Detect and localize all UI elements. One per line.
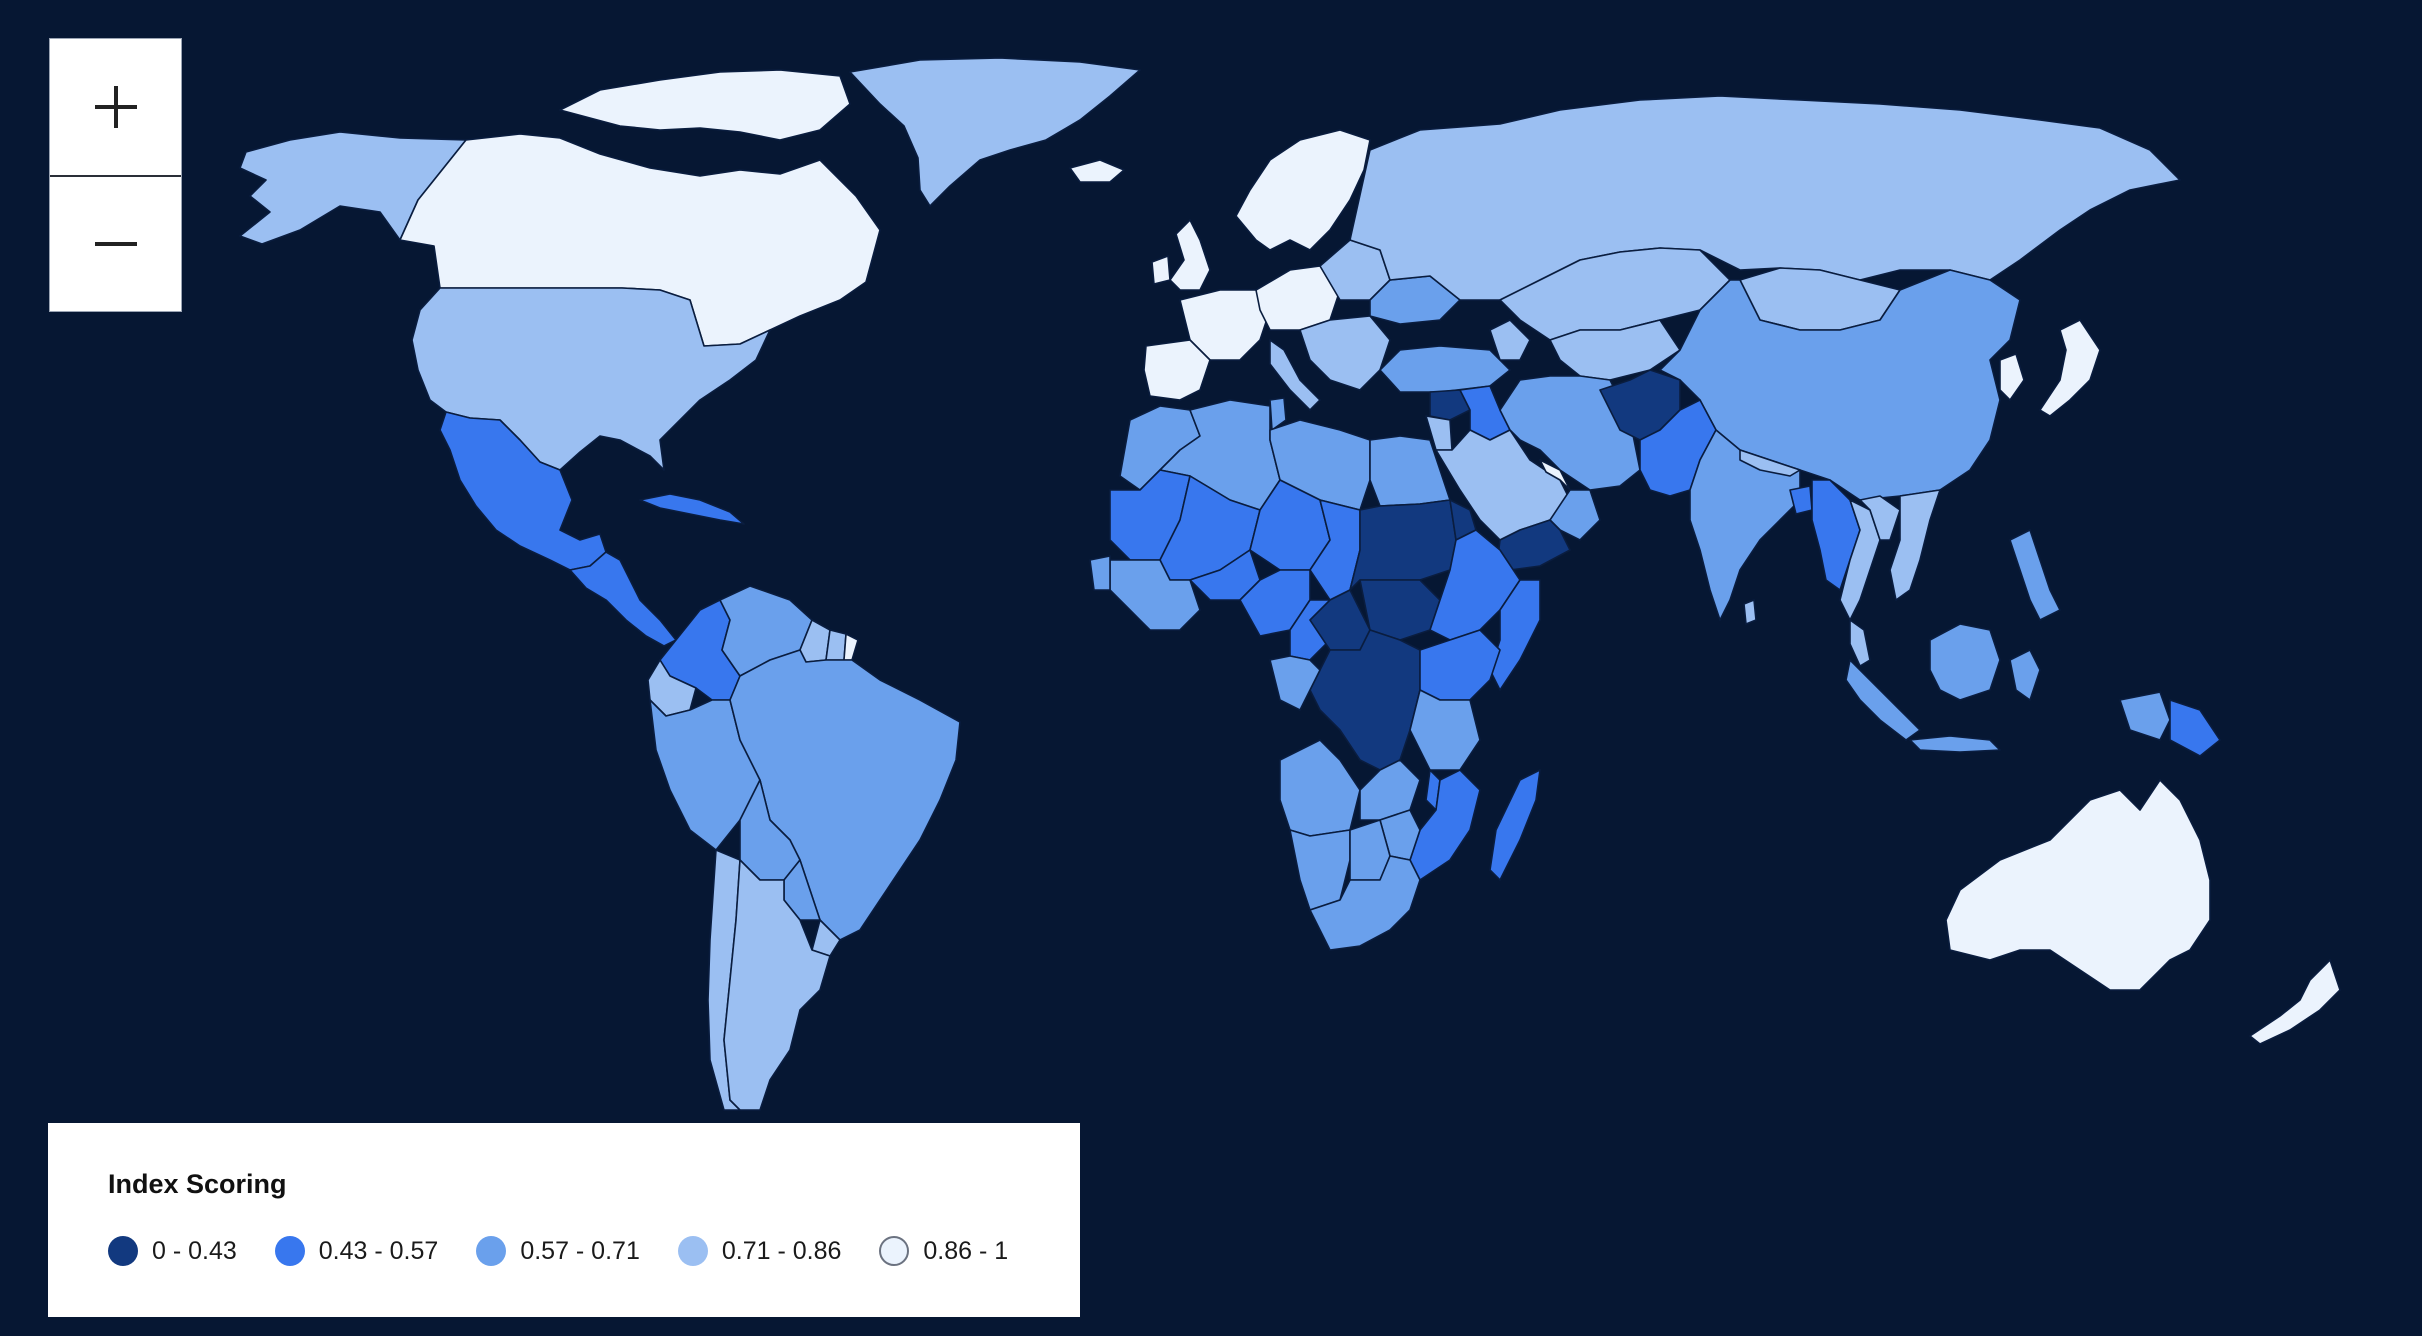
- legend-item: 0.86 - 1: [879, 1236, 1008, 1266]
- region-sumatra[interactable]: [1845, 659, 1921, 741]
- legend-swatch: [108, 1236, 138, 1266]
- region-philippines[interactable]: [2009, 529, 2061, 621]
- zoom-in-button[interactable]: [50, 39, 181, 175]
- region-gabon-congo[interactable]: [1269, 655, 1321, 711]
- legend-swatch: [476, 1236, 507, 1266]
- region-nepal[interactable]: [1739, 449, 1801, 477]
- region-korea[interactable]: [1999, 353, 2025, 401]
- region-central-america[interactable]: [569, 551, 677, 647]
- region-gulf-states[interactable]: [1539, 459, 1571, 491]
- legend-swatch: [677, 1236, 708, 1266]
- zoom-out-button[interactable]: [50, 175, 181, 311]
- legend-swatch: [879, 1236, 910, 1266]
- legend-title: Index Scoring: [108, 1169, 287, 1199]
- legend-swatch: [274, 1236, 305, 1266]
- region-syria[interactable]: [1429, 389, 1471, 421]
- legend-label: 0.86 - 1: [923, 1236, 1009, 1265]
- zoom-controls: [49, 38, 182, 312]
- region-west-africa-coast[interactable]: [1109, 559, 1201, 631]
- region-zambia[interactable]: [1359, 759, 1421, 821]
- legend-label: 0 - 0.43: [152, 1236, 237, 1265]
- region-mozambique[interactable]: [1409, 769, 1481, 881]
- legend-item: 0 - 0.43: [108, 1236, 237, 1266]
- region-papua-new-guinea[interactable]: [2169, 699, 2221, 757]
- region-australia[interactable]: [1945, 779, 2211, 991]
- region-scandinavia[interactable]: [1235, 129, 1371, 251]
- region-french-guiana[interactable]: [843, 633, 859, 661]
- region-bangladesh[interactable]: [1789, 485, 1813, 515]
- region-saudi-arabia[interactable]: [1435, 429, 1571, 541]
- region-tunisia[interactable]: [1269, 397, 1287, 431]
- region-balkans[interactable]: [1299, 315, 1391, 391]
- region-ireland[interactable]: [1151, 255, 1171, 285]
- region-suriname[interactable]: [825, 629, 847, 661]
- region-argentina[interactable]: [723, 859, 831, 1111]
- region-cuba[interactable]: [639, 493, 745, 525]
- legend-item: 0.57 - 0.71: [476, 1236, 640, 1266]
- region-nigeria[interactable]: [1239, 569, 1311, 637]
- region-new-guinea-indonesia[interactable]: [2119, 691, 2171, 741]
- region-somalia[interactable]: [1489, 579, 1541, 691]
- legend-label: 0.43 - 0.57: [318, 1236, 439, 1265]
- region-java[interactable]: [1909, 735, 2001, 753]
- minus-icon: [94, 242, 137, 246]
- region-canadian-arctic-islands[interactable]: [559, 69, 851, 141]
- region-central-asia[interactable]: [1549, 319, 1681, 381]
- region-alaska[interactable]: [239, 131, 467, 245]
- region-myanmar[interactable]: [1811, 479, 1861, 591]
- plus-icon: [94, 86, 137, 128]
- region-south-africa[interactable]: [1309, 855, 1421, 951]
- region-uganda-kenya[interactable]: [1419, 629, 1501, 701]
- region-russia[interactable]: [1349, 95, 2181, 301]
- region-tanzania[interactable]: [1409, 689, 1481, 771]
- region-caucasus[interactable]: [1489, 319, 1531, 361]
- region-india[interactable]: [1689, 429, 1801, 621]
- region-angola[interactable]: [1279, 739, 1361, 837]
- region-laos[interactable]: [1859, 495, 1901, 541]
- region-malaysia[interactable]: [1849, 619, 1871, 667]
- region-iceland[interactable]: [1069, 159, 1125, 183]
- legend-label: 0.57 - 0.71: [520, 1236, 640, 1265]
- region-greenland[interactable]: [849, 57, 1141, 207]
- region-sudan[interactable]: [1349, 499, 1457, 591]
- region-united-states[interactable]: [411, 287, 771, 471]
- region-turkey[interactable]: [1379, 345, 1511, 393]
- region-iberia[interactable]: [1143, 339, 1211, 401]
- region-madagascar[interactable]: [1489, 769, 1541, 881]
- region-sri-lanka[interactable]: [1743, 599, 1757, 625]
- legend-item: 0.43 - 0.57: [274, 1236, 439, 1266]
- legend-label: 0.71 - 0.86: [721, 1236, 842, 1265]
- map-legend: Index Scoring 0 - 0.43 0.43 - 0.57 0.57 …: [48, 1123, 1080, 1317]
- region-vietnam[interactable]: [1889, 489, 1941, 601]
- region-sulawesi[interactable]: [2009, 649, 2041, 701]
- legend-items: 0 - 0.43 0.43 - 0.57 0.57 - 0.71 0.71 - …: [108, 1236, 1080, 1266]
- region-borneo[interactable]: [1929, 623, 2001, 701]
- region-united-kingdom[interactable]: [1169, 219, 1211, 291]
- legend-item: 0.71 - 0.86: [677, 1236, 842, 1266]
- region-senegal[interactable]: [1089, 555, 1111, 591]
- region-italy[interactable]: [1269, 339, 1321, 411]
- region-iran[interactable]: [1499, 375, 1641, 491]
- region-new-zealand[interactable]: [2249, 959, 2341, 1045]
- region-japan[interactable]: [2039, 319, 2101, 417]
- region-namibia[interactable]: [1289, 829, 1351, 911]
